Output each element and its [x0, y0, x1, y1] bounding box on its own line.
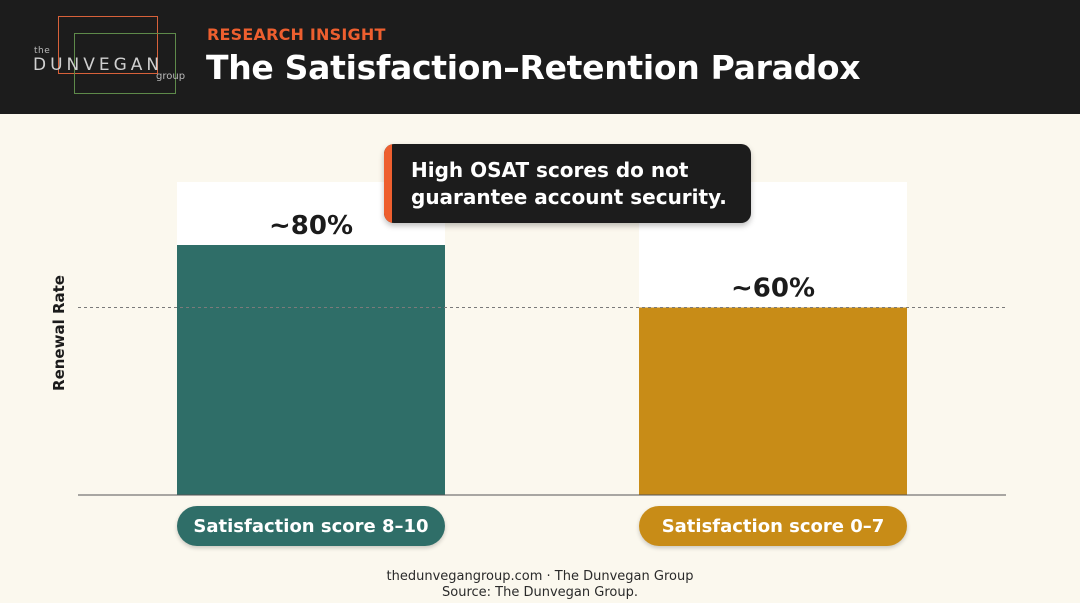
logo-the-text: the: [34, 46, 51, 56]
value-label-1: ~80%: [269, 211, 353, 241]
page-title: The Satisfaction–Retention Paradox: [206, 48, 861, 87]
logo-wordmark: DUNVEGAN: [33, 55, 164, 75]
logo-frame-orange: [58, 16, 158, 74]
category-label-high: Satisfaction score 8–10: [177, 506, 445, 546]
y-axis-label: Renewal Rate: [50, 275, 68, 391]
footer-source: Source: The Dunvegan Group.: [442, 585, 638, 600]
section-kicker: RESEARCH INSIGHT: [207, 25, 386, 44]
callout-accent-bar: [384, 144, 392, 223]
bar-2: [639, 307, 907, 495]
logo-group-text: group: [156, 71, 186, 82]
footer-site: thedunvegangroup.com · The Dunvegan Grou…: [386, 569, 694, 584]
header-bar: the DUNVEGAN group RESEARCH INSIGHT The …: [0, 0, 1080, 114]
value-label-2: ~60%: [731, 274, 815, 304]
dunvegan-logo: the DUNVEGAN group: [30, 14, 190, 98]
insight-callout: High OSAT scores do not guarantee accoun…: [384, 144, 751, 223]
callout-text: High OSAT scores do not guarantee accoun…: [411, 158, 727, 209]
bar-1: [177, 245, 445, 495]
category-label-low: Satisfaction score 0–7: [639, 506, 907, 546]
logo-frame-green: [74, 33, 176, 94]
